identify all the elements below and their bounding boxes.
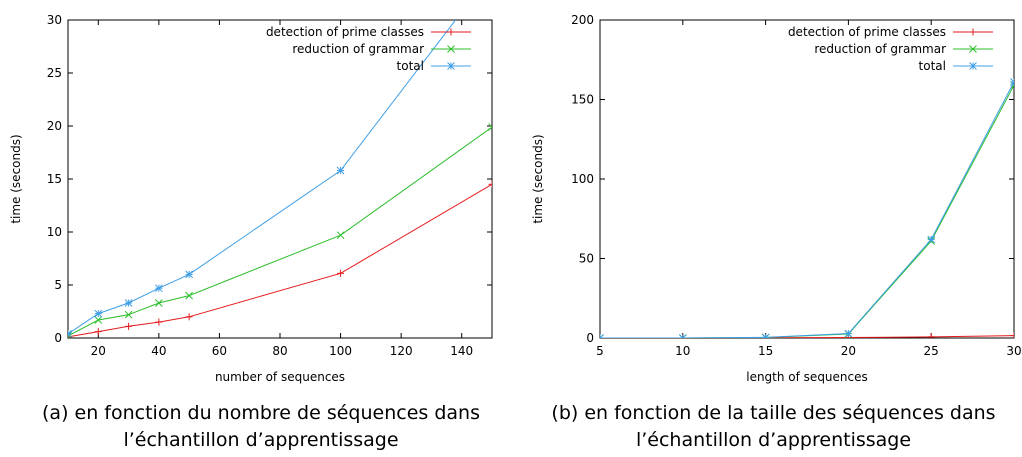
chart-b-series-2-point — [927, 235, 936, 244]
chart-b-series-0-point — [927, 333, 935, 338]
caption-b-line-2: l’échantillon d’apprentissage — [635, 429, 912, 451]
chart-b-legend-marker-2 — [969, 62, 977, 70]
chart-b-y-axis-label: time (seconds) — [531, 134, 545, 223]
chart-a-series-2-point — [155, 284, 163, 293]
chart-a-xtick-label: 40 — [151, 344, 166, 358]
chart-b-series-line-1 — [600, 84, 1014, 338]
caption-b: (b) en fonction de la taille des séquenc… — [525, 400, 1022, 454]
chart-b-series-2-point — [761, 333, 770, 338]
chart-b-xtick-label: 15 — [758, 344, 773, 358]
chart-a-series-2-point — [336, 166, 345, 175]
chart-b-series-line-2 — [600, 81, 1014, 338]
chart-a-legend-marker-2 — [447, 62, 455, 70]
chart-a-series-1-point — [488, 123, 492, 131]
chart-a-series-0-point — [155, 318, 163, 326]
chart-a-y-axis-label: time (seconds) — [9, 134, 23, 223]
chart-a-series-2-point — [124, 299, 133, 307]
chart-a-series-line-2 — [68, 20, 457, 335]
chart-b-xtick-label: 25 — [924, 344, 939, 358]
chart-b-series-2-point — [1010, 78, 1014, 86]
chart-b-series-2-point — [600, 334, 604, 338]
chart-a-series-1-point — [124, 310, 133, 319]
chart-b-plot-area — [600, 78, 1014, 338]
chart-a-xtick-label: 140 — [450, 344, 473, 358]
chart-b-xtick-label: 20 — [841, 344, 856, 358]
chart-a-plot-frame — [67, 19, 493, 339]
chart-b-xtick-label: 10 — [675, 344, 690, 358]
chart-a-series-1-point — [155, 299, 163, 307]
chart-b-ytick-label: 100 — [571, 172, 594, 186]
chart-a-xtick-label: 100 — [329, 344, 352, 358]
chart-a-xtick-label: 80 — [272, 344, 287, 358]
chart-a-series-1-point — [336, 231, 345, 240]
chart-a-series-2-point — [185, 270, 193, 279]
chart-a-x-axis-label: number of sequences — [215, 370, 345, 384]
chart-a-series-1-point — [185, 291, 193, 300]
chart-b-xtick-label: 5 — [596, 344, 604, 358]
chart-b-xtick-label: 30 — [1006, 344, 1021, 358]
chart-a-plot-area — [68, 20, 492, 338]
chart-a-xtick-label: 120 — [390, 344, 413, 358]
chart-a-series-0-point — [94, 328, 102, 336]
chart-b-series-2-point — [844, 329, 853, 338]
chart-a-ytick-label: 30 — [47, 13, 62, 27]
chart-b-legend-label-0: detection of prime classes — [788, 25, 946, 39]
chart-b-plot-frame — [599, 19, 1015, 339]
chart-b-series-0-point — [1010, 332, 1014, 338]
chart-b-ytick-label: 150 — [571, 93, 594, 107]
chart-b-legend-marker-1 — [969, 45, 977, 53]
chart-a-series-0-point — [68, 333, 72, 338]
chart-a-series-0-point — [125, 322, 133, 330]
chart-b-legend-label-1: reduction of grammar — [814, 42, 946, 56]
caption-a-line-1: (a) en fonction du nombre de séquences d… — [42, 402, 480, 424]
chart-b-legend-label-2: total — [919, 59, 946, 73]
chart-a-series-line-1 — [68, 126, 492, 337]
chart-a-ytick-label: 10 — [47, 225, 62, 239]
chart-b-series-1-point — [1010, 81, 1014, 90]
caption-b-line-1: (b) en fonction de la taille des séquenc… — [551, 402, 996, 424]
chart-a-legend-label-0: detection of prime classes — [266, 25, 424, 39]
chart-b-ytick-label: 200 — [571, 13, 594, 27]
chart-a-series-2-point — [94, 309, 103, 318]
chart-b-ytick-label: 50 — [579, 252, 594, 266]
chart-a-xtick-label: 60 — [212, 344, 227, 358]
chart-a-xtick-label: 20 — [91, 344, 106, 358]
caption-a: (a) en fonction du nombre de séquences d… — [0, 400, 522, 454]
chart-a-ytick-label: 25 — [47, 66, 62, 80]
chart-a: 0 5 10 15 20 25 30 20 40 60 80 100 120 140 number of s… — [9, 13, 493, 384]
chart-a-ytick-label: 5 — [54, 278, 62, 292]
chart-a-series-0-point — [185, 313, 193, 321]
chart-b-series-2-point — [678, 334, 687, 338]
chart-b-legend-marker-0 — [969, 28, 977, 36]
chart-b-series-line-0 — [600, 335, 1014, 338]
chart-b-ytick-label: 0 — [586, 331, 594, 345]
chart-a-legend-marker-1 — [447, 45, 455, 53]
caption-a-line-2: l’échantillon d’apprentissage — [123, 429, 399, 451]
chart-b-x-axis-label: length of sequences — [746, 370, 868, 384]
chart-a-legend-label-2: total — [397, 59, 424, 73]
chart-a-legend-marker-0 — [447, 28, 455, 36]
chart-a-ytick-label: 15 — [47, 172, 62, 186]
chart-a-ytick-label: 0 — [54, 331, 62, 345]
chart-a-series-0-point — [337, 269, 345, 277]
chart-a-legend-label-1: reduction of grammar — [292, 42, 424, 56]
chart-b: 0 50 100 150 200 5 10 15 20 25 30 length of sequenc… — [531, 13, 1022, 384]
chart-a-ytick-label: 20 — [47, 119, 62, 133]
chart-a-series-2-point — [68, 329, 72, 338]
chart-a-series-1-point — [94, 316, 103, 324]
chart-a-series-0-point — [488, 180, 492, 188]
